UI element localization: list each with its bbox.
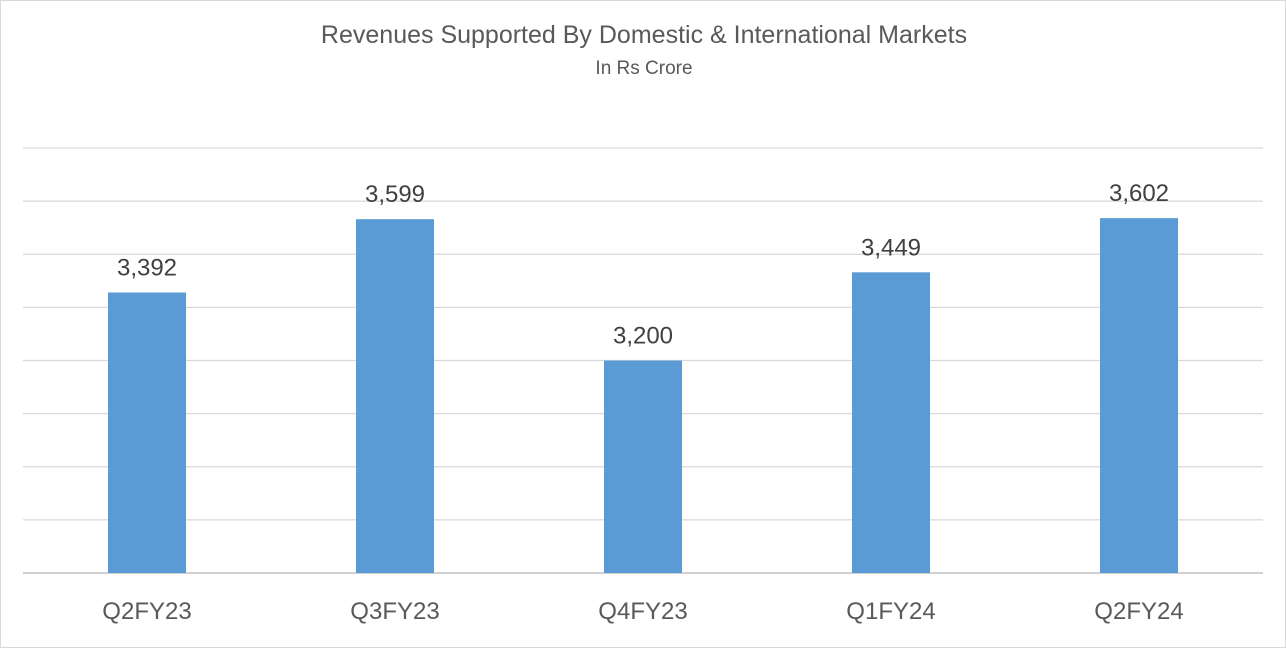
chart-title: Revenues Supported By Domestic & Interna… [320, 21, 968, 49]
x-tick-label-q2fy24: Q2FY24 [1094, 598, 1183, 625]
chart-subtitle: In Rs Crore [595, 58, 693, 79]
category-ticks: Q2FY23 Q3FY23 Q4FY23 Q1FY24 Q2FY24 [102, 598, 1183, 625]
x-tick-label-q3fy23: Q3FY23 [350, 598, 439, 625]
bars [108, 218, 1178, 573]
bar-q4fy23 [604, 360, 682, 573]
bar-q2fy24 [1100, 218, 1178, 573]
data-label-q1fy24: 3,449 [861, 234, 921, 261]
data-labels: 3,392 3,599 3,200 3,449 3,602 [117, 180, 1169, 349]
bar-q2fy23 [108, 292, 186, 573]
data-label-q3fy23: 3,599 [365, 181, 425, 208]
data-label-q4fy23: 3,200 [613, 323, 673, 350]
data-label-q2fy24: 3,602 [1109, 180, 1169, 207]
x-tick-label-q1fy24: Q1FY24 [846, 598, 935, 625]
x-tick-label-q4fy23: Q4FY23 [598, 598, 687, 625]
data-label-q2fy23: 3,392 [117, 255, 177, 282]
x-tick-label-q2fy23: Q2FY23 [102, 598, 191, 625]
bar-q1fy24 [852, 272, 930, 573]
bar-q3fy23 [356, 219, 434, 573]
